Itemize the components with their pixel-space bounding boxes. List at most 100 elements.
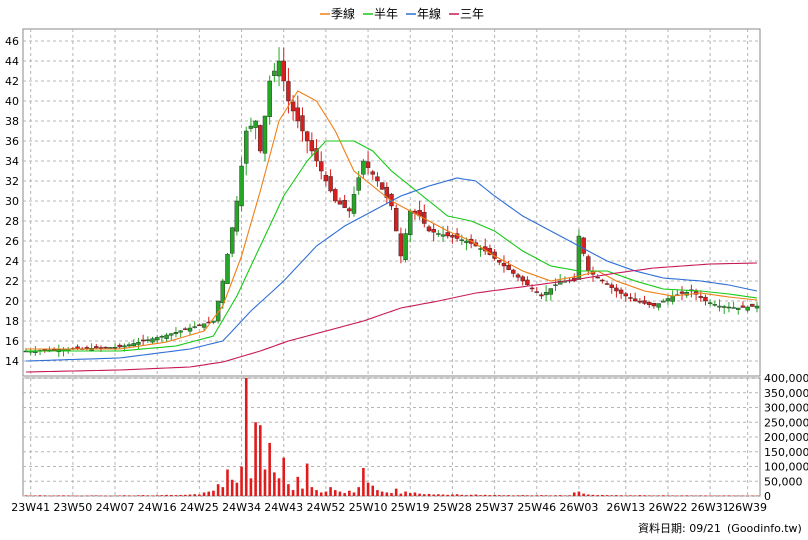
candle-body <box>736 307 741 310</box>
candle-body <box>150 338 155 343</box>
volume-bar <box>216 484 220 496</box>
volume-bar <box>507 495 510 496</box>
volume-bar <box>376 490 379 496</box>
candle-body <box>637 300 643 303</box>
candle-body <box>164 334 169 339</box>
volume-bar <box>732 495 735 497</box>
candle-body <box>557 280 563 285</box>
volume-bar <box>671 495 674 496</box>
price-tick-label: 40 <box>5 95 19 108</box>
candle-body <box>159 336 165 338</box>
candle-body <box>333 189 338 202</box>
volume-bar <box>610 495 614 496</box>
volume-bar <box>741 495 745 497</box>
volume-bar <box>544 495 548 496</box>
candle-body <box>234 200 240 232</box>
candle-body <box>595 276 600 279</box>
volume-bar <box>661 495 665 496</box>
price-tick-label: 36 <box>5 135 19 148</box>
candle-body <box>604 283 610 285</box>
volume-bar <box>52 495 56 497</box>
candle-body <box>614 287 619 292</box>
candle-body <box>726 306 732 309</box>
volume-bar <box>193 494 196 496</box>
candle-body <box>192 326 197 328</box>
candle-body <box>750 303 755 307</box>
volume-bar <box>268 442 271 496</box>
candle-body <box>618 289 624 294</box>
volume-bar <box>399 493 403 496</box>
x-tick-label: 26W22 <box>649 501 688 514</box>
volume-bar <box>315 490 318 496</box>
volume-bar <box>324 491 328 496</box>
price-tick-label: 34 <box>5 155 19 168</box>
x-tick-label: 24W52 <box>306 501 345 514</box>
candle-body <box>450 235 455 238</box>
volume-bar <box>493 494 496 496</box>
volume-bar <box>198 494 201 496</box>
volume-bar <box>273 472 276 496</box>
candle-body <box>543 292 549 296</box>
candle-body <box>304 131 310 142</box>
volume-bar <box>118 495 122 496</box>
candle-body <box>187 327 193 332</box>
candle-body <box>721 306 727 308</box>
volume-bar <box>371 485 375 496</box>
candle-body <box>84 347 90 349</box>
volume-tick-label: 150,000 <box>764 446 808 459</box>
candle-body <box>651 303 657 307</box>
candle-body <box>239 165 244 207</box>
price-tick-label: 18 <box>5 315 19 328</box>
volume-bar <box>48 495 51 497</box>
volume-tick-label: 300,000 <box>764 402 808 415</box>
price-moving-averages <box>25 90 758 373</box>
candle-body <box>155 337 160 341</box>
candle-body <box>319 161 324 172</box>
price-tick-label: 46 <box>5 35 19 48</box>
candle-body <box>436 233 441 235</box>
volume-bar <box>446 494 450 496</box>
volume-bar <box>596 495 599 496</box>
volume-bar <box>38 495 42 496</box>
candle-body <box>393 208 399 232</box>
candle-body <box>136 342 141 345</box>
volume-bar <box>427 493 431 496</box>
candle-body <box>225 254 230 284</box>
volume-bar <box>577 491 581 496</box>
candle-body <box>370 171 375 175</box>
volume-bar <box>530 495 534 496</box>
candle-body <box>459 239 464 241</box>
x-tick-label: 25W19 <box>391 501 430 514</box>
volume-bar <box>638 495 642 496</box>
legend-label: 季線 <box>331 6 355 21</box>
candle-body <box>623 293 628 297</box>
volume-tick-label: 50,000 <box>764 475 803 488</box>
candle-body <box>361 160 366 175</box>
volume-bar <box>235 482 239 496</box>
candle-body <box>290 101 296 112</box>
candle-body <box>712 304 718 306</box>
candle-body <box>229 227 235 254</box>
volume-bar <box>188 494 192 496</box>
volume-bar <box>282 457 286 496</box>
volume-bar <box>404 491 407 496</box>
candle-body <box>731 307 736 309</box>
price-y-axis: 14 16 18 20 22 24 26 28 30 32 34 36 38 40 42 44 46 <box>5 35 19 368</box>
candle-body <box>548 288 554 295</box>
volume-tick-label: 350,000 <box>764 387 808 400</box>
x-axis: 23W41 23W50 24W07 24W16 24W25 24W34 24W43 24W52… <box>11 501 767 514</box>
candle-body <box>740 305 746 308</box>
candle-body <box>220 280 226 303</box>
legend: 季線 半年 年線 三年 <box>320 6 484 21</box>
x-tick-label: 26W03 <box>559 501 598 514</box>
candle-body <box>632 298 638 302</box>
candle-body <box>178 330 183 333</box>
volume-bar <box>184 494 187 496</box>
volume-bar <box>329 487 332 496</box>
candle-body <box>754 305 760 309</box>
volume-bar <box>605 495 609 496</box>
x-tick-label: 25W28 <box>433 501 472 514</box>
price-tick-label: 28 <box>5 215 19 228</box>
